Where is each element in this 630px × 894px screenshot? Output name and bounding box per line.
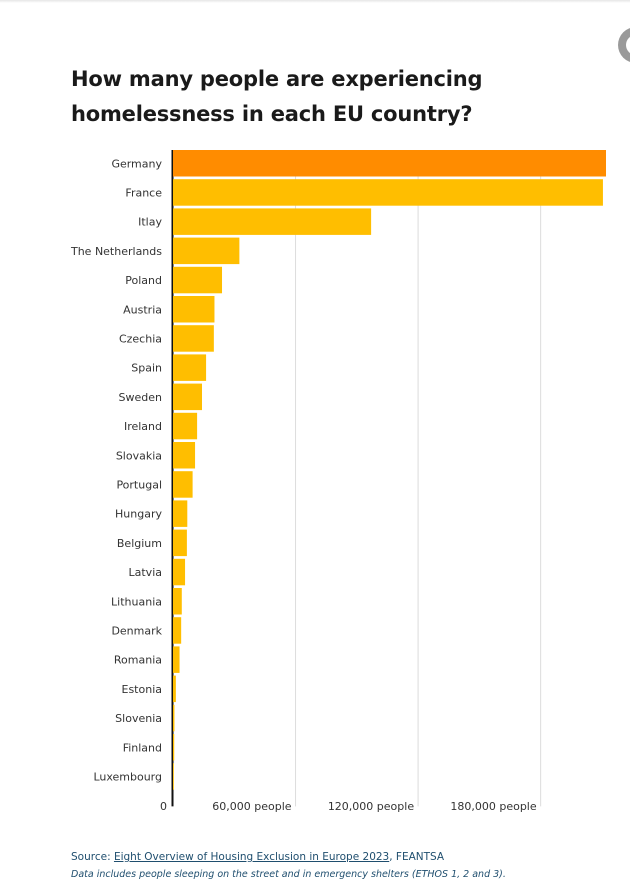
bar-ireland	[173, 412, 198, 440]
bar-itlay	[173, 208, 372, 235]
chart-title: How many people are experiencing homeles…	[71, 67, 483, 126]
category-label: Belgium	[117, 537, 162, 550]
x-tick-labels: 0 60,000 people 120,000 people 180,000 peop…	[160, 800, 537, 813]
bar-estonia	[173, 675, 176, 703]
bar-the-netherlands	[173, 237, 240, 265]
category-label: Spain	[131, 362, 162, 375]
bar-denmark	[173, 617, 182, 644]
category-label: Austria	[123, 303, 162, 316]
category-label: Latvia	[129, 566, 163, 579]
bar-latvia	[173, 558, 186, 586]
category-label: Germany	[111, 157, 162, 170]
data-note: Data includes people sleeping on the str…	[71, 869, 506, 880]
bar-portugal	[173, 471, 193, 498]
category-label: Sweden	[119, 391, 162, 404]
source-prefix: Source:	[71, 851, 114, 863]
bar-poland	[173, 266, 223, 294]
source-line: Source: Eight Overview of Housing Exclus…	[71, 851, 444, 863]
category-label: Czechia	[119, 332, 162, 345]
category-label: Finland	[123, 741, 162, 754]
bar-france	[173, 179, 603, 206]
category-label: Lithuania	[111, 595, 162, 608]
top-shadow	[0, 0, 630, 3]
x-tick-label: 180,000 people	[450, 800, 537, 813]
category-label: Romania	[114, 654, 162, 667]
category-label: France	[125, 186, 162, 199]
bar-slovenia	[173, 704, 175, 732]
bar-lithuania	[173, 588, 182, 615]
category-label: Denmark	[111, 624, 162, 637]
category-label: Slovakia	[116, 449, 162, 462]
x-tick-label: 60,000 people	[212, 800, 292, 813]
bar-finland	[173, 734, 175, 761]
bar-germany	[173, 150, 606, 177]
category-label: Hungary	[115, 508, 162, 521]
bar-luxembourg	[173, 763, 174, 790]
x-tick-label: 0	[160, 800, 167, 813]
bar-austria	[173, 296, 215, 323]
category-label: Poland	[125, 274, 162, 287]
source-link[interactable]: Eight Overview of Housing Exclusion in E…	[113, 851, 390, 863]
category-label: Itlay	[138, 216, 162, 229]
category-labels: Germany France Itlay The Netherlands Poland A…	[70, 157, 163, 783]
bar-slovakia	[173, 442, 196, 469]
bar-romania	[173, 646, 180, 673]
category-label: Estonia	[122, 683, 163, 696]
bar-czechia	[173, 325, 214, 352]
x-tick-label: 120,000 people	[328, 800, 415, 813]
category-label: Ireland	[124, 420, 162, 433]
bar-hungary	[173, 500, 188, 527]
category-label: Slovenia	[115, 712, 162, 725]
category-label: Luxembourg	[93, 770, 162, 783]
category-label: Portugal	[116, 478, 162, 491]
source-suffix: , FEANTSA	[389, 851, 445, 863]
circle-button-inner	[626, 35, 630, 55]
bars	[173, 150, 606, 790]
category-label: The Netherlands	[70, 245, 162, 258]
bar-spain	[173, 354, 207, 381]
bar-sweden	[173, 383, 203, 411]
bar-belgium	[173, 529, 187, 557]
gridlines	[171, 150, 542, 807]
circle-button-icon[interactable]	[618, 27, 630, 63]
